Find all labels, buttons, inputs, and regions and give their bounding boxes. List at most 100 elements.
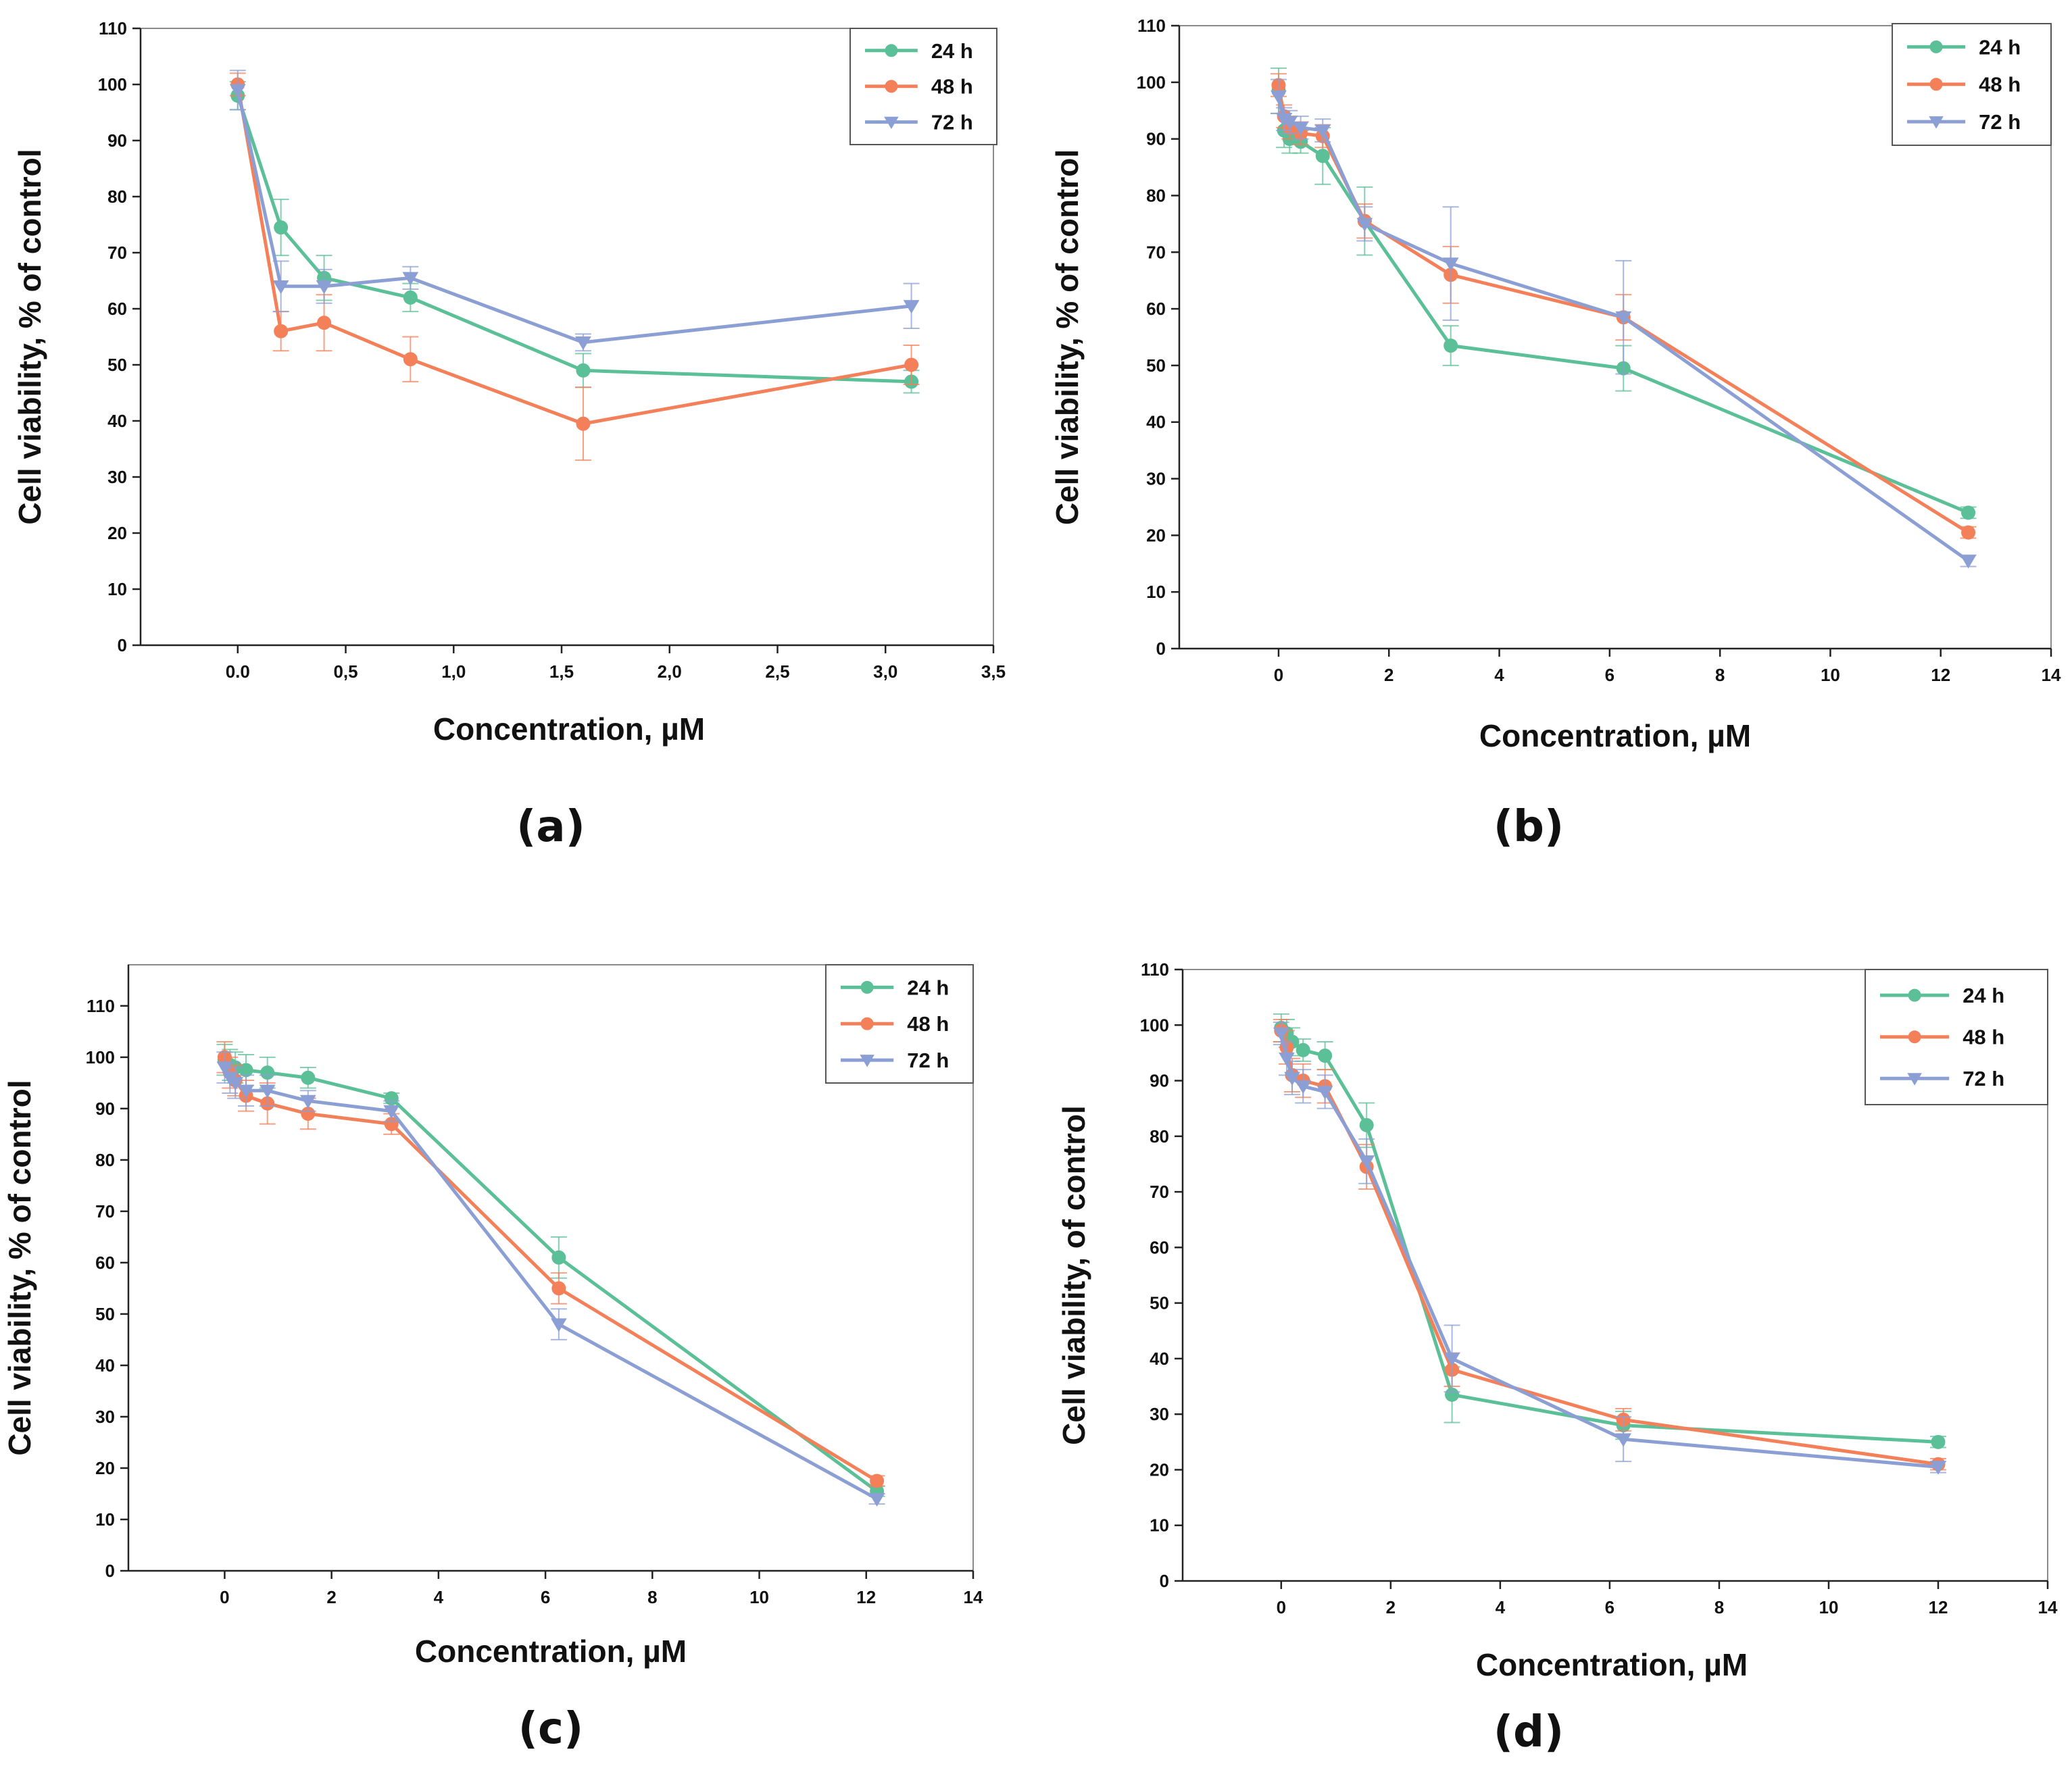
- series-line: [236, 89, 912, 345]
- y-tick-label: 50: [95, 1304, 115, 1324]
- data-point: [904, 357, 919, 372]
- y-tick-label: 110: [1137, 16, 1166, 36]
- x-tick-label: 6: [541, 1587, 550, 1607]
- data-point: [1279, 1052, 1295, 1067]
- x-tick-label: 12: [856, 1587, 876, 1607]
- y-tick-label: 70: [1150, 1182, 1169, 1202]
- data-point: [1273, 1027, 1289, 1042]
- data-point: [576, 416, 591, 431]
- y-tick-label: 80: [95, 1150, 115, 1170]
- y-tick-label: 90: [1150, 1071, 1169, 1091]
- panel-label: (c): [518, 1704, 583, 1754]
- y-tick-label: 30: [107, 467, 127, 487]
- data-point: [1315, 149, 1330, 163]
- chart-panel-c: 0 10 20 30 40 50 60 70 80 90 100 110 0 2 4 6 8 10 12 14 Cell…: [2, 964, 983, 1754]
- x-tick-label: 3,5: [981, 661, 1006, 682]
- y-tick-label: 90: [107, 130, 127, 151]
- data-point: [272, 280, 289, 295]
- legend-label: 72 h: [1979, 110, 2021, 134]
- legend-label: 24 h: [1963, 984, 2004, 1007]
- y-tick-label: 20: [1150, 1459, 1169, 1480]
- data-point: [301, 1070, 316, 1085]
- data-point: [1960, 555, 1977, 569]
- x-tick-label: 3,0: [873, 661, 897, 682]
- x-tick-label: 2: [326, 1587, 336, 1607]
- y-tick-label: 10: [1150, 1515, 1169, 1536]
- data-point: [1296, 1042, 1310, 1057]
- data-point: [576, 363, 591, 378]
- data-point: [259, 1084, 276, 1099]
- y-tick-label: 80: [107, 186, 127, 207]
- x-tick-label: 1,0: [441, 661, 466, 682]
- legend-label: 48 h: [1963, 1026, 2004, 1049]
- y-tick-label: 70: [95, 1201, 115, 1222]
- y-tick-label: 90: [95, 1099, 115, 1119]
- y-tick-label: 0: [1160, 1571, 1169, 1591]
- data-point: [1356, 218, 1373, 232]
- data-point: [1930, 1461, 1946, 1475]
- data-point: [870, 1474, 885, 1488]
- legend-label: 72 h: [907, 1049, 949, 1072]
- y-tick-label: 20: [1146, 525, 1166, 545]
- x-tick-label: 6: [1605, 665, 1614, 685]
- x-tick-label: 12: [1931, 665, 1950, 685]
- legend-marker: [1908, 988, 1921, 1002]
- data-point: [1442, 257, 1459, 272]
- legend-label: 48 h: [907, 1012, 949, 1036]
- data-point: [1358, 1155, 1375, 1169]
- data-point: [575, 336, 591, 351]
- x-axis-title: Concentration, µM: [415, 1634, 687, 1669]
- x-axis-title: Concentration, µM: [1476, 1647, 1748, 1682]
- x-tick-label: 0: [1277, 1597, 1286, 1617]
- legend-marker: [1929, 116, 1944, 129]
- data-point: [1314, 124, 1331, 139]
- data-point: [1961, 525, 1976, 540]
- y-tick-label: 110: [1141, 959, 1169, 980]
- series-72h: [216, 1051, 885, 1507]
- series-line: [1279, 1030, 1939, 1466]
- x-tick-label: 0,5: [333, 661, 357, 682]
- y-tick-label: 60: [95, 1253, 115, 1273]
- data-point: [550, 1318, 567, 1332]
- data-point: [1316, 1086, 1333, 1100]
- series-line: [223, 1058, 879, 1493]
- legend-marker: [1929, 78, 1943, 91]
- y-tick-label: 60: [107, 299, 127, 319]
- y-tick-label: 40: [95, 1355, 115, 1376]
- series-48h: [216, 1041, 885, 1488]
- legend: 24 h 48 h 72 h: [825, 964, 974, 1084]
- y-tick-label: 20: [95, 1458, 115, 1478]
- x-tick-label: 6: [1605, 1597, 1614, 1617]
- data-point: [1292, 122, 1309, 136]
- y-tick-label: 50: [1146, 355, 1166, 376]
- x-tick-label: 14: [2038, 1597, 2058, 1617]
- chart-panel-a: 0 10 20 30 40 50 60 70 80 90 100 110 0.0 0,5 1,0 1,5 2,0…: [12, 18, 1006, 852]
- panel-label: (b): [1494, 802, 1564, 852]
- legend-marker: [885, 44, 898, 57]
- data-point: [274, 220, 289, 235]
- legend-marker: [884, 116, 899, 130]
- series-line: [236, 95, 912, 384]
- y-tick-label: 110: [87, 996, 115, 1016]
- data-point: [274, 324, 289, 338]
- chart-panel-d: 0 10 20 30 40 50 60 70 80 90 100 110 0 2 4 6 8 10 12 14 Cell…: [1056, 959, 2058, 1757]
- chart-panel-b: 0 10 20 30 40 50 60 70 80 90 100 110 0 2 4 6 8 10 12 14 Cell…: [1050, 16, 2061, 852]
- data-point: [1615, 1433, 1632, 1447]
- x-tick-label: 1,5: [549, 661, 574, 682]
- x-tick-label: 4: [434, 1587, 444, 1607]
- x-tick-label: 0: [1274, 665, 1283, 685]
- y-tick-label: 10: [95, 1509, 115, 1530]
- x-tick-label: 0.0: [226, 661, 250, 682]
- y-tick-label: 70: [1146, 242, 1166, 262]
- x-tick-label: 2,5: [765, 661, 789, 682]
- data-point: [229, 84, 246, 98]
- x-tick-label: 4: [1494, 665, 1504, 685]
- y-tick-label: 100: [1140, 1015, 1169, 1035]
- x-tick-label: 10: [1821, 665, 1840, 685]
- x-tick-label: 2: [1384, 665, 1393, 685]
- y-axis-title: Cell viability, % of control: [2, 1080, 37, 1455]
- data-point: [1271, 91, 1287, 105]
- data-point: [1931, 1434, 1946, 1449]
- data-point: [216, 1061, 233, 1076]
